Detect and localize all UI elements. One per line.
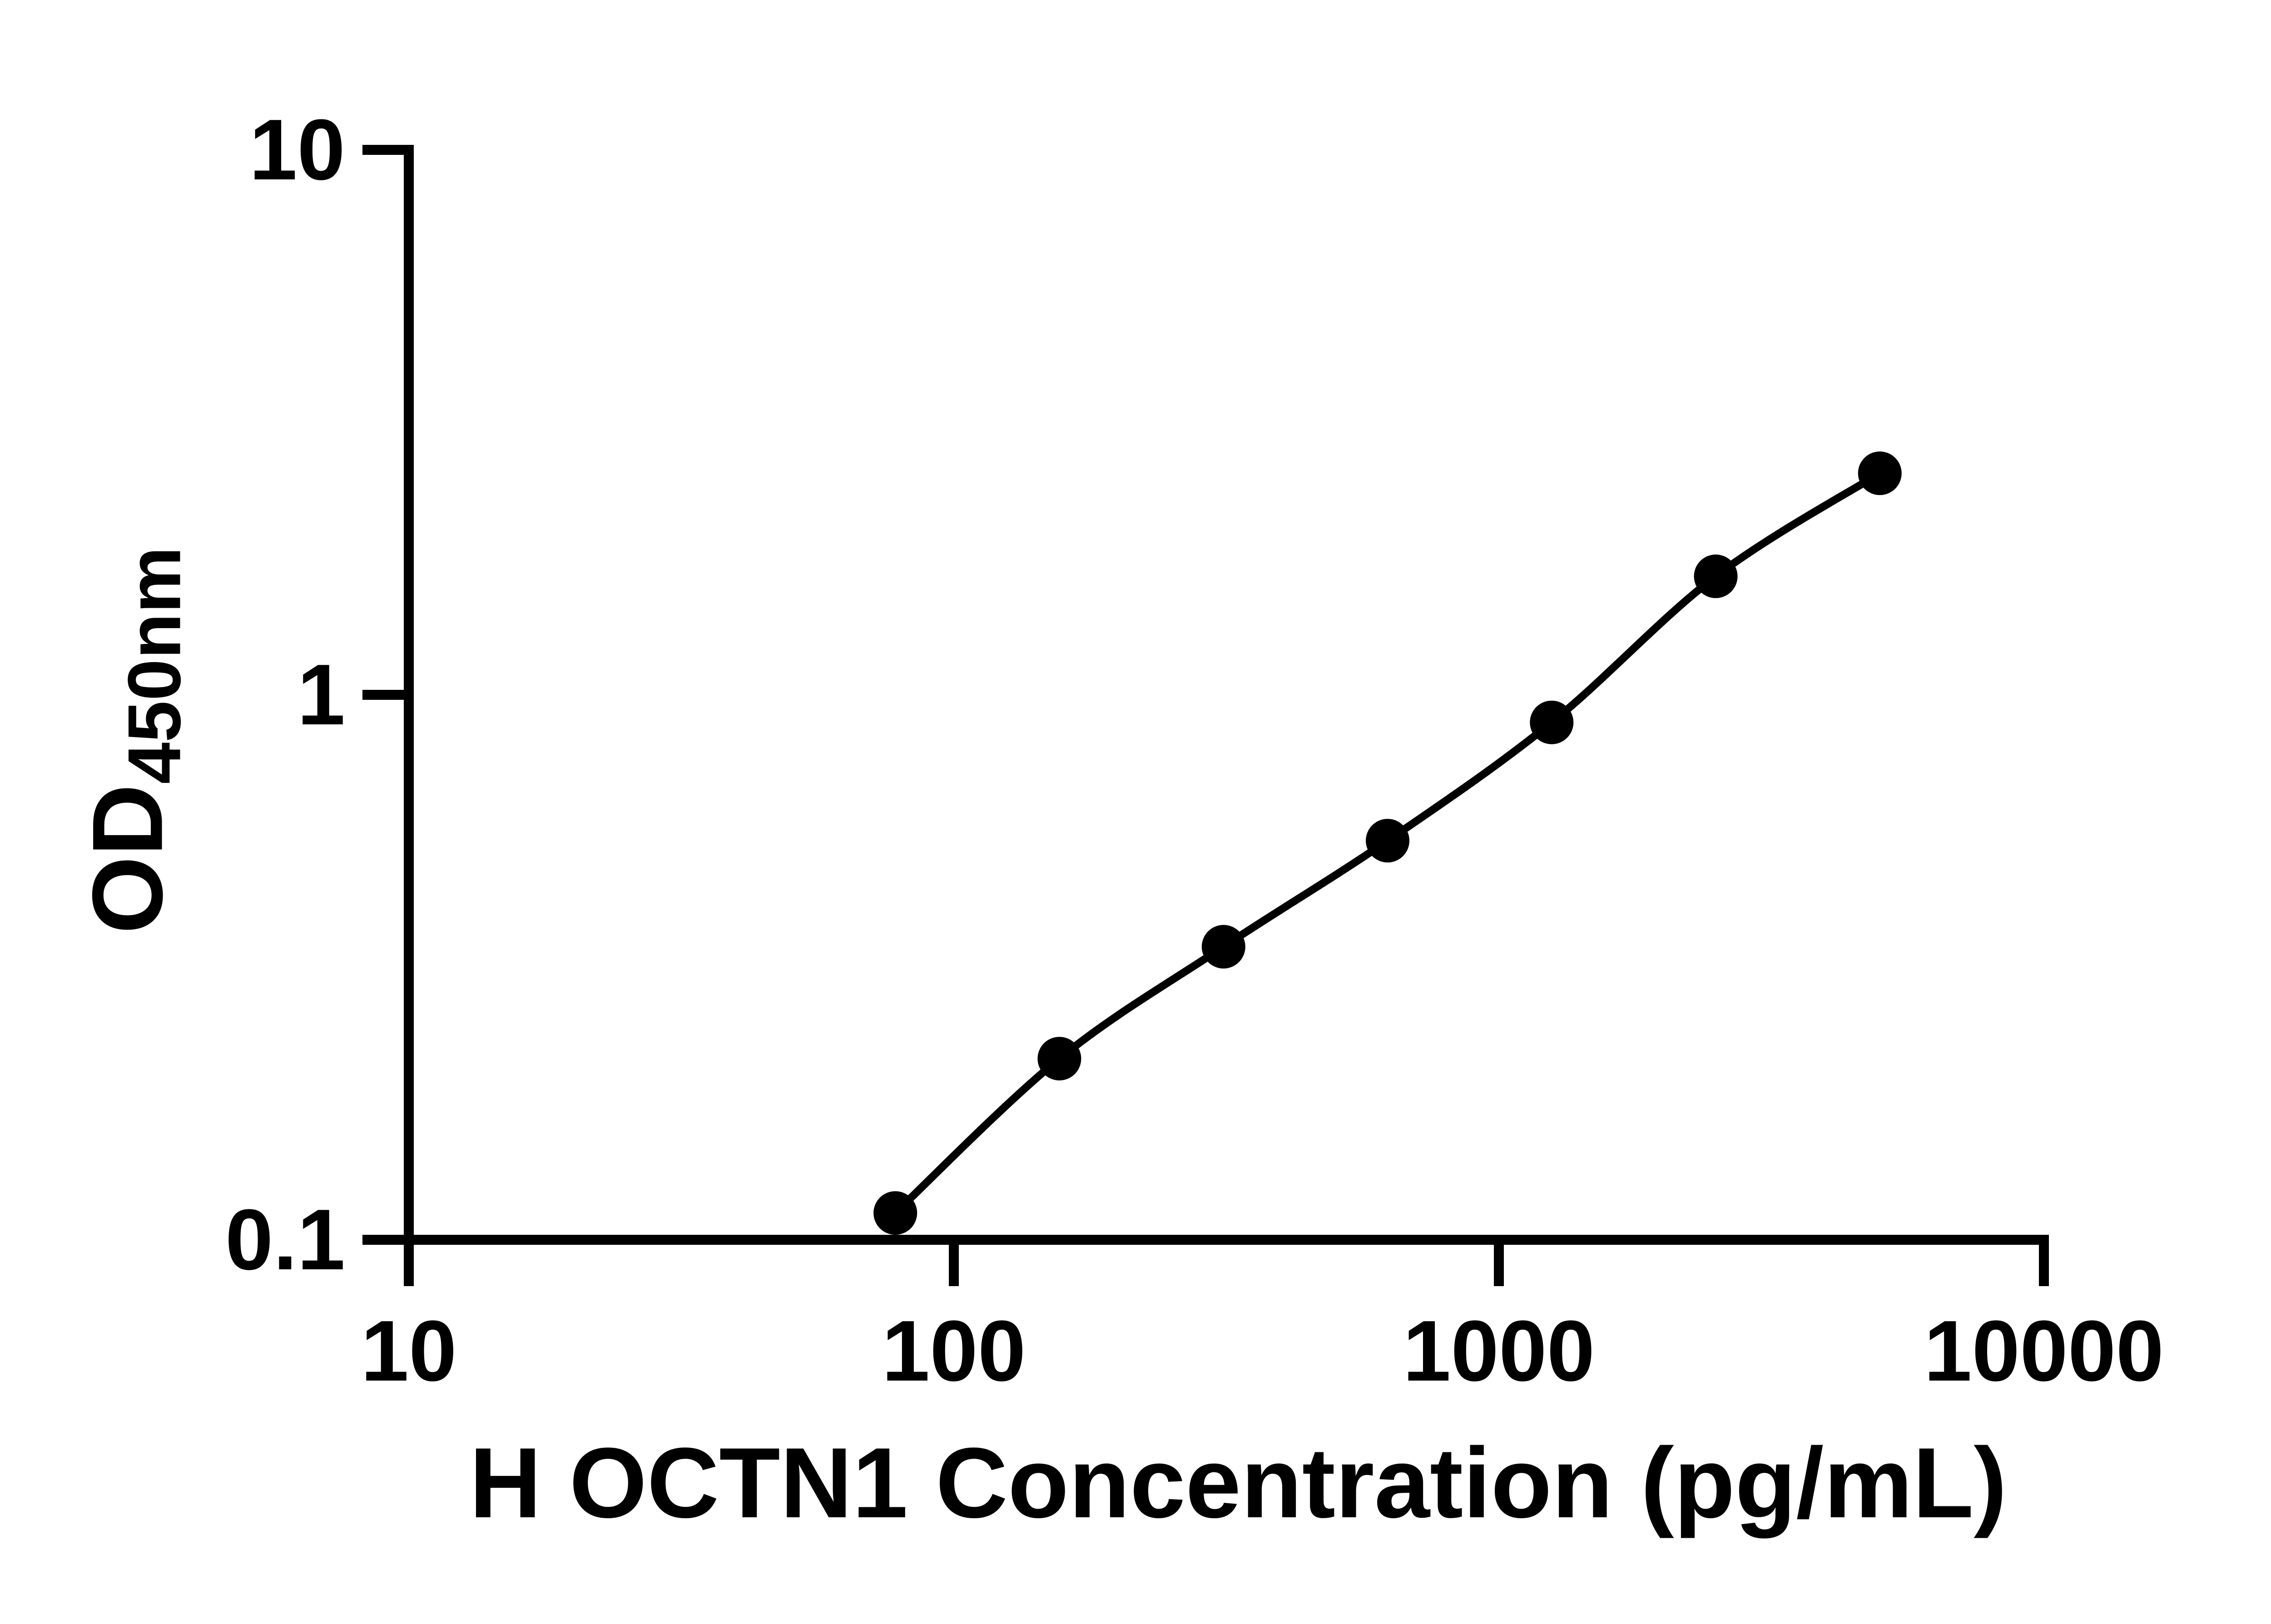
data-point-marker <box>1037 1037 1081 1081</box>
data-points <box>873 451 1902 1235</box>
x-tick-label: 10 <box>361 1303 457 1399</box>
y-axis-title-subscript: 450nm <box>112 546 196 784</box>
x-tick-label: 100 <box>882 1303 1026 1399</box>
axes <box>362 145 2049 1286</box>
data-point-marker <box>1694 555 1738 599</box>
data-point-marker <box>873 1191 917 1235</box>
y-tick-label: 0.1 <box>225 1192 345 1288</box>
x-tick-label: 1000 <box>1403 1303 1595 1399</box>
data-point-marker <box>1858 451 1902 495</box>
y-axis-title: OD450nm <box>71 546 209 934</box>
y-axis-title-main: OD <box>71 784 183 934</box>
data-point-marker <box>1530 700 1574 744</box>
data-point-marker <box>1201 925 1245 969</box>
x-axis-title: H OCTN1 Concentration (pg/mL) <box>469 1427 2007 1539</box>
y-tick-label: 1 <box>297 647 345 743</box>
x-tick-label: 10000 <box>1924 1303 2164 1399</box>
data-point-marker <box>1366 819 1410 863</box>
y-tick-label: 10 <box>249 102 345 198</box>
